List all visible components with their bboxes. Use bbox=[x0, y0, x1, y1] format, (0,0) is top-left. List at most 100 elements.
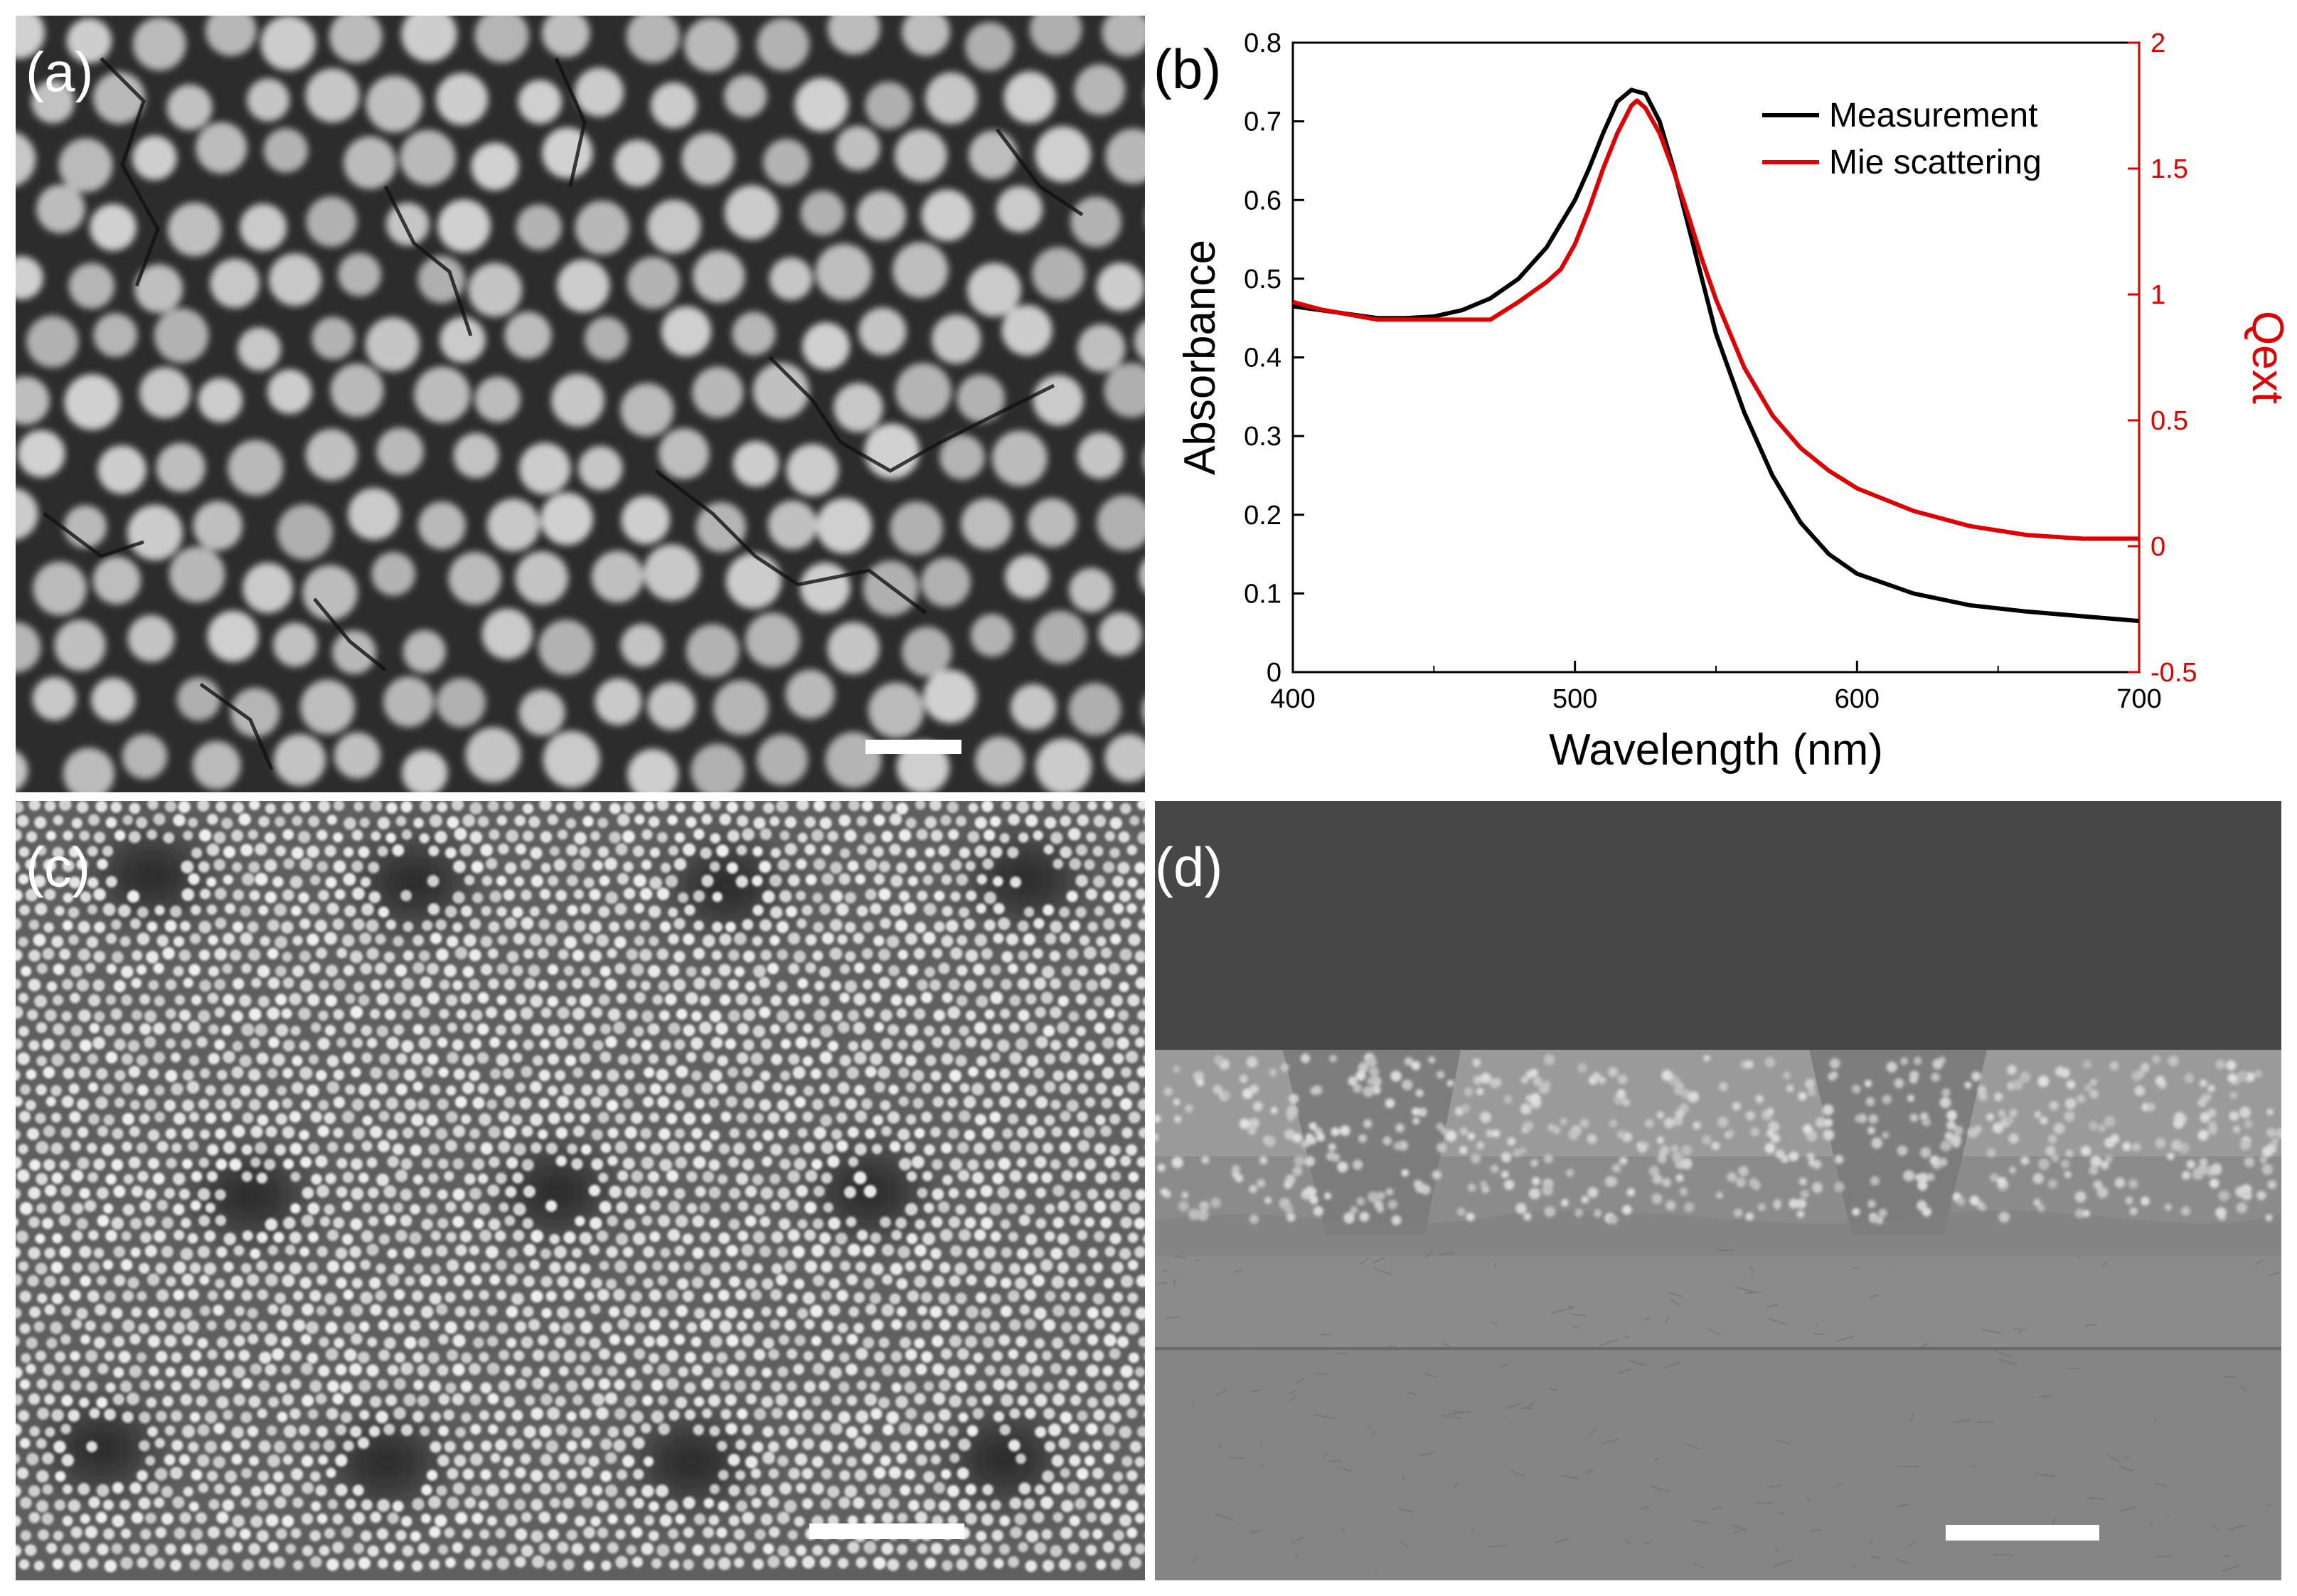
nanoparticle bbox=[260, 935, 270, 947]
nanoparticle bbox=[233, 1245, 245, 1256]
nanoparticle bbox=[938, 1408, 952, 1422]
sem-image-a bbox=[16, 16, 1145, 792]
surface-texture bbox=[1164, 1316, 1182, 1319]
nanoparticle bbox=[435, 1514, 447, 1527]
nanoparticle bbox=[377, 816, 390, 830]
nanoparticle bbox=[880, 1216, 891, 1228]
surface-texture bbox=[1320, 1334, 1331, 1336]
nanoparticle bbox=[1143, 996, 1145, 1006]
nanoparticle bbox=[18, 873, 29, 885]
nanoparticle bbox=[1079, 935, 1090, 946]
nanoparticle bbox=[1284, 1204, 1294, 1214]
nanoparticle bbox=[2040, 1116, 2048, 1124]
nanoparticle bbox=[188, 964, 201, 977]
nanoparticle bbox=[182, 1159, 193, 1169]
surface-texture bbox=[1663, 1361, 1680, 1369]
nanoparticle bbox=[821, 932, 834, 945]
surface-texture bbox=[1173, 1279, 1176, 1287]
nanoparticle bbox=[1102, 1067, 1114, 1080]
nanoparticle bbox=[257, 1470, 270, 1482]
nanoparticle bbox=[1656, 1111, 1665, 1119]
nanoparticle bbox=[178, 949, 191, 962]
nanoparticle bbox=[965, 1335, 978, 1348]
nanoparticle bbox=[273, 1556, 286, 1569]
nanoparticle bbox=[641, 1542, 654, 1555]
nanoparticle bbox=[496, 1321, 508, 1334]
nanoparticle bbox=[710, 1037, 723, 1049]
nanoparticle bbox=[772, 1082, 782, 1093]
nanoparticle bbox=[282, 1068, 293, 1079]
nanoparticle bbox=[266, 1425, 277, 1436]
nanoparticle bbox=[241, 963, 252, 974]
nanoparticle bbox=[292, 1497, 304, 1509]
nanoparticle bbox=[914, 1127, 925, 1139]
nanoparticle bbox=[1939, 1097, 1951, 1109]
nanoparticle bbox=[996, 186, 1043, 233]
nanoparticle bbox=[803, 1023, 814, 1033]
nanoparticle bbox=[1067, 828, 1081, 841]
nanoparticle bbox=[912, 1070, 924, 1082]
nanoparticle bbox=[871, 1498, 883, 1510]
nanoparticle bbox=[248, 861, 260, 873]
nanoparticle bbox=[520, 1006, 533, 1020]
nanoparticle bbox=[282, 1039, 295, 1052]
nanoparticle bbox=[540, 492, 594, 546]
nanoparticle bbox=[547, 1085, 558, 1096]
nanoparticle bbox=[745, 1215, 757, 1227]
nanoparticle bbox=[290, 1171, 301, 1182]
nanoparticle bbox=[1112, 1261, 1124, 1274]
surface-texture bbox=[1291, 1536, 1304, 1543]
nanoparticle bbox=[1052, 1512, 1063, 1523]
nanoparticle bbox=[1078, 1441, 1089, 1452]
surface-texture bbox=[2017, 1328, 2027, 1334]
nanoparticle bbox=[821, 1290, 832, 1302]
nanoparticle bbox=[197, 1454, 210, 1467]
nanoparticle bbox=[1112, 1053, 1124, 1065]
nanoparticle bbox=[760, 1070, 771, 1081]
nanoparticle bbox=[1070, 1215, 1080, 1225]
nanoparticle bbox=[522, 803, 534, 814]
nanoparticle bbox=[1025, 1381, 1038, 1393]
nanoparticle bbox=[1094, 1171, 1107, 1184]
nanoparticle bbox=[752, 1174, 764, 1186]
nanoparticle bbox=[1661, 1070, 1673, 1081]
nanoparticle bbox=[232, 1542, 243, 1553]
nanoparticle bbox=[890, 994, 902, 1006]
nanoparticle bbox=[97, 1363, 109, 1375]
nanoparticle bbox=[870, 992, 882, 1003]
nanoparticle bbox=[752, 995, 762, 1006]
nanoparticle bbox=[207, 992, 219, 1004]
nanoparticle bbox=[947, 1515, 959, 1526]
nanoparticle bbox=[385, 1009, 396, 1021]
nanoparticle bbox=[902, 16, 950, 56]
nanoparticle bbox=[980, 1185, 993, 1198]
nanoparticle bbox=[469, 979, 481, 991]
nanoparticle bbox=[768, 1348, 779, 1360]
nanoparticle bbox=[343, 1440, 354, 1452]
nanoparticle bbox=[644, 1515, 654, 1526]
nanoparticle bbox=[607, 1008, 621, 1021]
nanoparticle bbox=[793, 950, 806, 963]
nanoparticle bbox=[844, 1484, 858, 1498]
nanoparticle bbox=[1679, 1187, 1688, 1196]
nanoparticle bbox=[481, 905, 491, 916]
nanoparticle bbox=[258, 1380, 270, 1392]
nanoparticle bbox=[351, 1158, 363, 1171]
nanoparticle bbox=[223, 1289, 235, 1301]
nanoparticle bbox=[627, 1038, 637, 1048]
nanoparticle bbox=[410, 1531, 421, 1542]
nanoparticle bbox=[290, 1350, 302, 1362]
nanoparticle bbox=[794, 1395, 806, 1408]
nanoparticle bbox=[206, 16, 257, 56]
nanoparticle bbox=[1178, 1201, 1189, 1212]
nanoparticle bbox=[146, 1273, 160, 1287]
nanoparticle bbox=[897, 1245, 910, 1259]
surface-texture bbox=[2269, 1272, 2280, 1276]
nanoparticle bbox=[2066, 1080, 2076, 1090]
nanoparticle bbox=[46, 1543, 58, 1554]
nanoparticle bbox=[656, 1335, 668, 1347]
nanoparticle bbox=[580, 903, 592, 915]
nanoparticle bbox=[506, 1426, 516, 1437]
nanoparticle bbox=[742, 1067, 753, 1078]
nanoparticle bbox=[547, 964, 559, 975]
